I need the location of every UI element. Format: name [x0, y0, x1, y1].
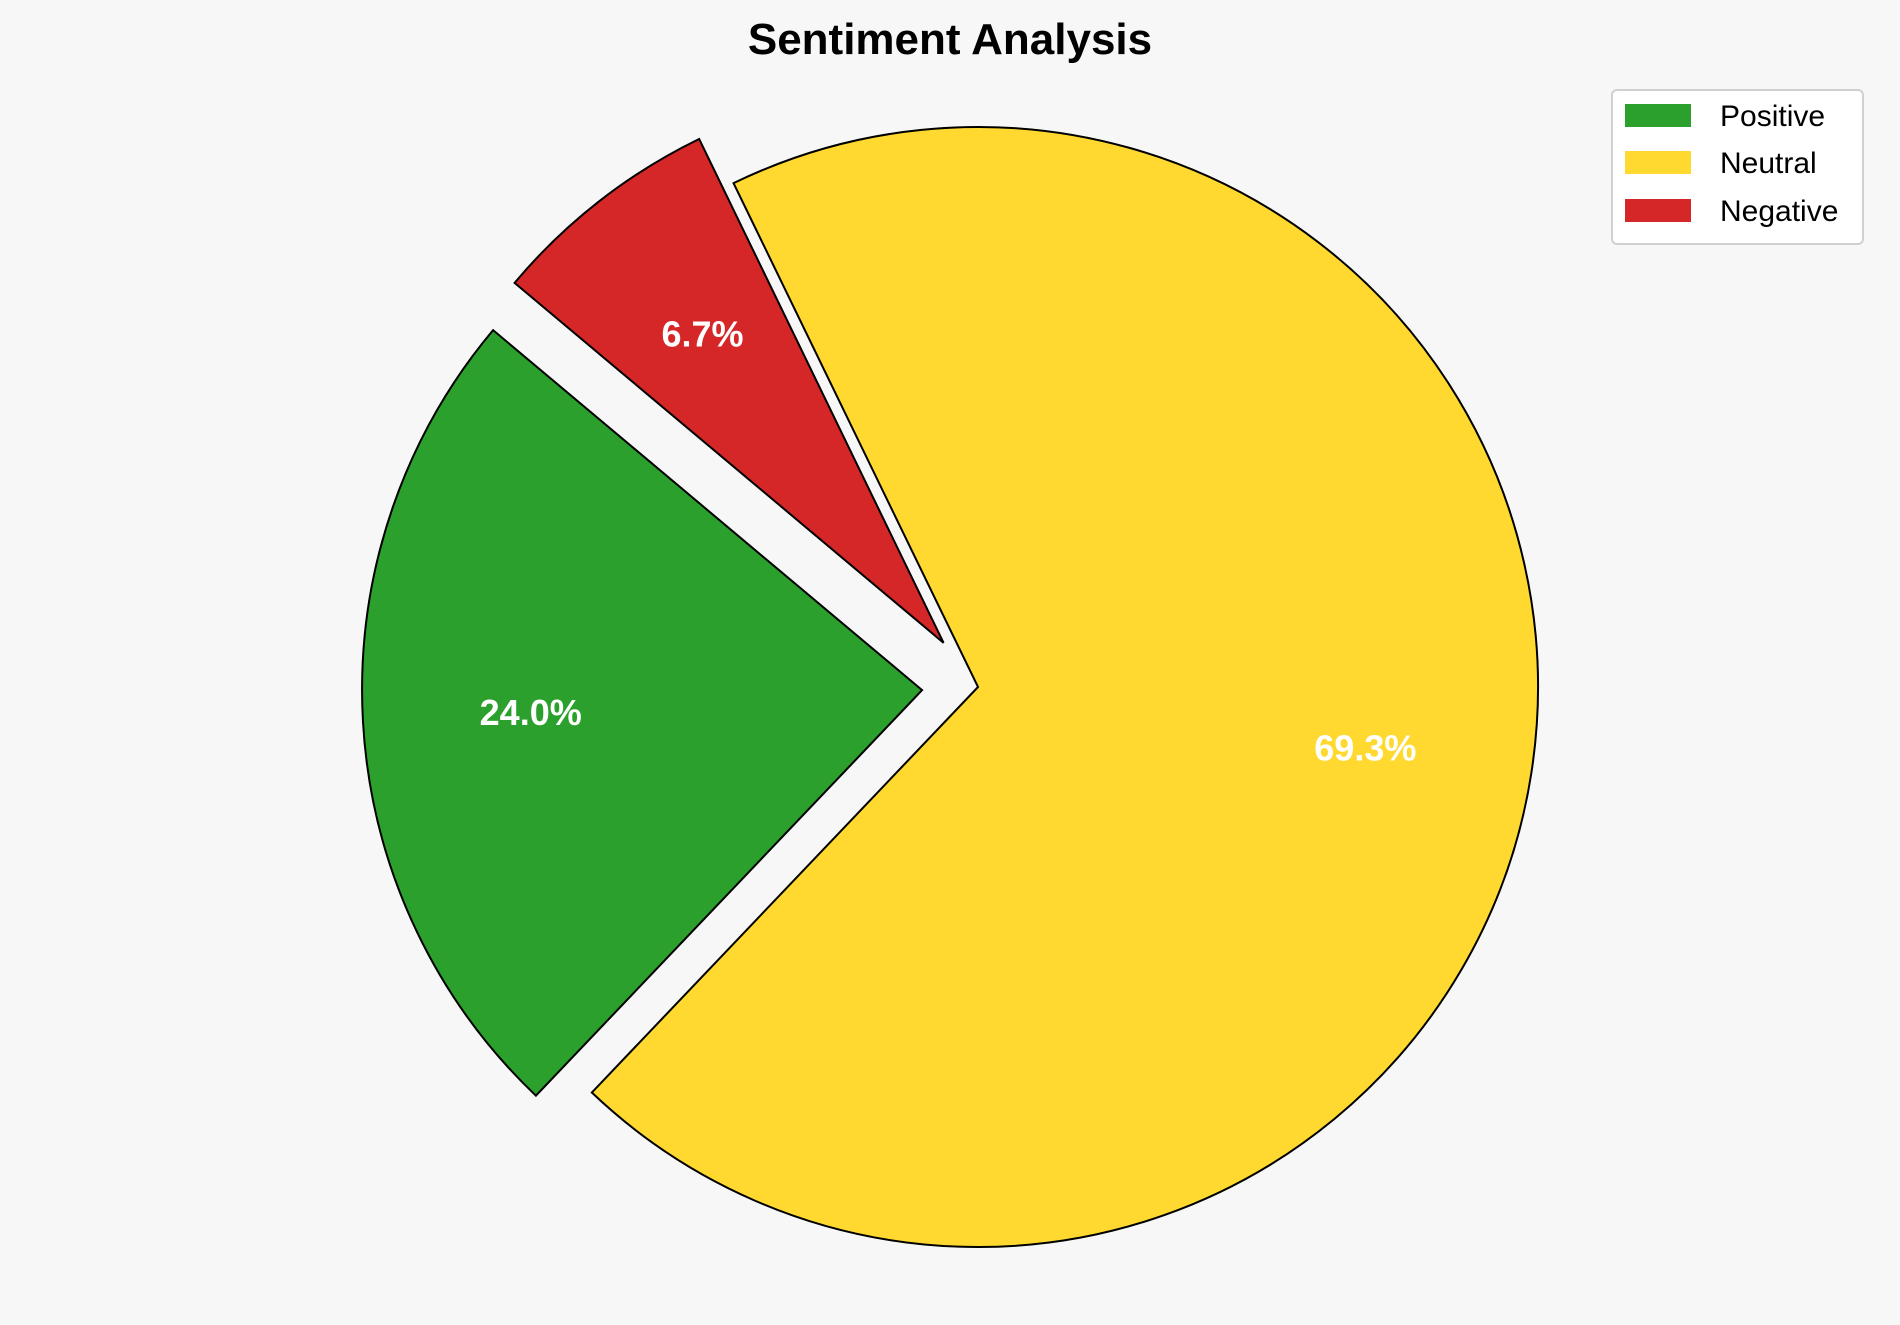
legend-swatch-negative	[1625, 199, 1691, 222]
legend-swatch-positive	[1625, 104, 1691, 127]
pie-label-neutral: 69.3%	[1314, 727, 1416, 768]
pie-slice-neutral	[590, 126, 1539, 1248]
legend-label-positive: Positive	[1720, 100, 1825, 133]
legend: Positive Neutral Negative	[1611, 89, 1864, 245]
legend-label-negative: Negative	[1720, 195, 1838, 228]
legend-swatch-neutral	[1625, 151, 1691, 174]
pie-slice-negative	[513, 137, 945, 644]
pie-label-negative: 6.7%	[662, 314, 744, 355]
chart-title: Sentiment Analysis	[748, 15, 1152, 64]
legend-label-neutral: Neutral	[1720, 147, 1817, 180]
pie-label-positive: 24.0%	[480, 692, 582, 733]
pie-slice-positive	[361, 328, 924, 1098]
